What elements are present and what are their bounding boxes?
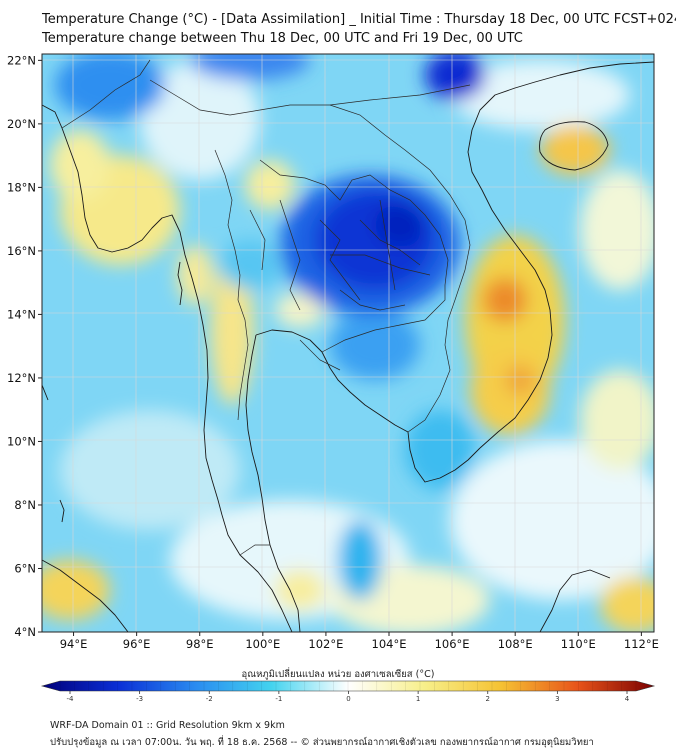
colorbar-tick-label: 2 <box>486 695 490 703</box>
colorbar-tick-label: 3 <box>555 695 559 703</box>
footer-model-info: WRF-DA Domain 01 :: Grid Resolution 9km … <box>50 720 285 731</box>
latitude-labels: 22°N 20°N 18°N 16°N 14°N 12°N 10°N 8°N 6°N 4°N <box>7 53 42 639</box>
temperature-field <box>42 54 654 632</box>
lon-label: 112°E <box>624 637 659 651</box>
lon-label: 106°E <box>435 637 470 651</box>
lat-label: 14°N <box>7 307 36 321</box>
colorbar-tick-label: -3 <box>136 695 143 703</box>
lat-label: 6°N <box>14 561 36 575</box>
lat-label: 22°N <box>7 53 36 67</box>
lat-label: 8°N <box>14 498 36 512</box>
lon-label: 98°E <box>186 637 214 651</box>
lat-label: 16°N <box>7 244 36 258</box>
lat-label: 12°N <box>7 371 36 385</box>
map-frame <box>41 53 655 633</box>
longitude-labels: 94°E 96°E 98°E 100°E 102°E 104°E 106°E 108°E 110… <box>60 632 659 651</box>
lat-label: 18°N <box>7 180 36 194</box>
lon-label: 110°E <box>561 637 596 651</box>
colorbar-tick-label: -1 <box>275 695 282 703</box>
colorbar: -4 -3 -2 -1 0 1 2 3 4 <box>40 680 656 703</box>
colorbar-label: อุณหภูมิเปลี่ยนแปลง หน่วย องศาเซลเซียส (… <box>241 669 435 680</box>
lon-label: 102°E <box>308 637 343 651</box>
colorbar-tick-label: 4 <box>625 695 630 703</box>
colorbar-tick-label: -2 <box>206 695 213 703</box>
country-borders <box>61 59 471 556</box>
lon-label: 100°E <box>245 637 280 651</box>
lon-label: 104°E <box>372 637 407 651</box>
footer-credit: ปรับปรุงข้อมูล ณ เวลา 07:00น. วัน พฤ. ที… <box>50 737 594 748</box>
lon-label: 94°E <box>60 637 88 651</box>
chart-subtitle: Temperature change between Thu 18 Dec, 0… <box>42 31 523 46</box>
chart-title: Temperature Change (°C) - [Data Assimila… <box>42 12 676 27</box>
coastlines <box>42 61 654 632</box>
colorbar-tick-label: 1 <box>416 695 420 703</box>
map-gridlines <box>42 54 654 632</box>
lon-label: 108°E <box>498 637 533 651</box>
colorbar-tick-label: -4 <box>67 695 75 703</box>
lat-label: 20°N <box>7 117 36 131</box>
lat-label: 4°N <box>14 625 36 639</box>
colorbar-bar <box>40 680 656 692</box>
colorbar-ticks: -4 -3 -2 -1 0 1 2 3 4 <box>59 681 637 703</box>
lat-label: 10°N <box>7 434 36 448</box>
colorbar-tick-label: 0 <box>346 695 350 703</box>
lon-label: 96°E <box>123 637 151 651</box>
